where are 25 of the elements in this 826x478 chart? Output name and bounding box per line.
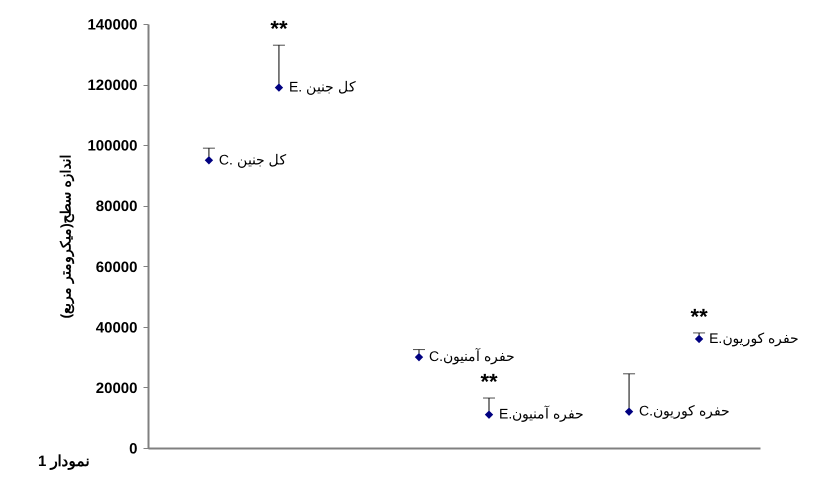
point: [414, 352, 424, 362]
y-tick-label: 120000: [87, 77, 138, 94]
series-label: E. کل جنین: [288, 78, 356, 96]
point: [624, 407, 634, 416]
series-label: C.حفره کوریون: [639, 402, 730, 420]
y-tick-label: 0: [129, 440, 138, 458]
point: [274, 83, 284, 92]
series-label: E.حفره آمنیون: [499, 404, 584, 423]
series-label: E.حفره کوریون: [709, 330, 800, 347]
y-tick-label: 60000: [96, 258, 138, 276]
y-axis-title: اندازه سطح(میکرومتر مربع): [57, 154, 74, 319]
annotation: **: [480, 369, 498, 394]
point: [484, 410, 494, 419]
point: [204, 156, 214, 164]
y-tick-label: 80000: [96, 198, 138, 216]
y-tick-label: 20000: [96, 380, 138, 397]
y-tick-label: 100000: [87, 138, 138, 155]
point: [694, 334, 704, 344]
annotation: **: [270, 16, 288, 42]
y-tick-label: 140000: [87, 16, 138, 34]
series-label: C.حفره آمنیون: [428, 347, 515, 366]
y-tick-label: 40000: [96, 319, 138, 336]
text: نمودار 1: [38, 452, 90, 470]
series-label: C. کل جنین: [218, 151, 287, 168]
annotation: **: [690, 304, 708, 329]
